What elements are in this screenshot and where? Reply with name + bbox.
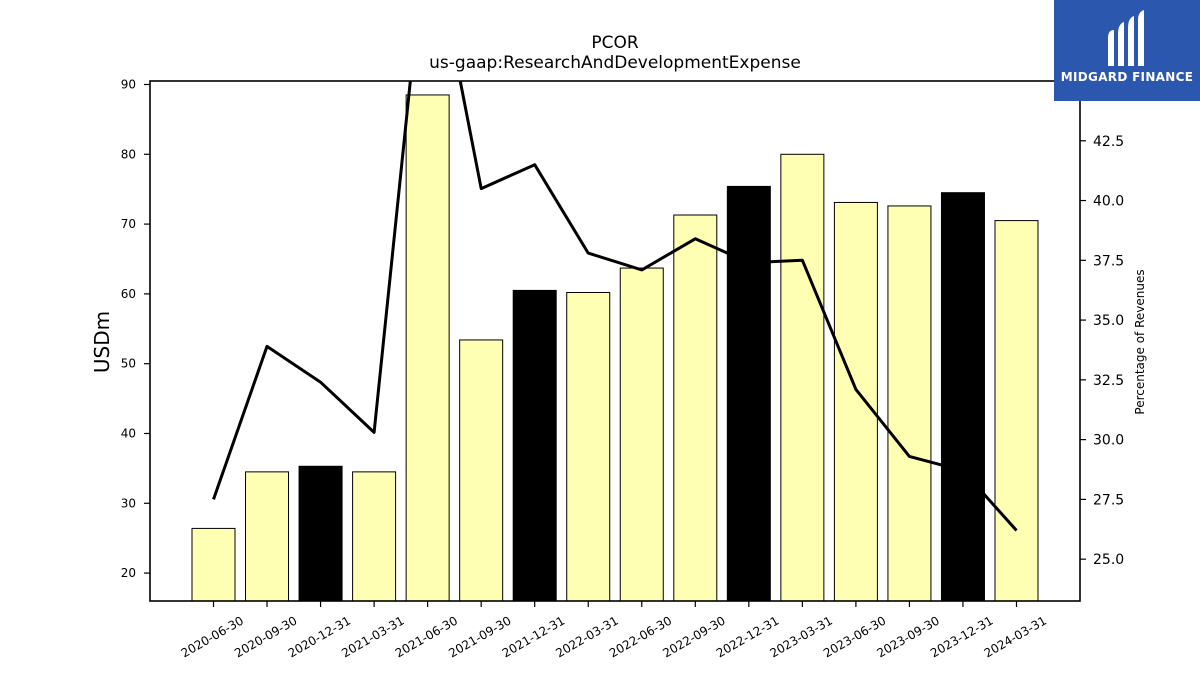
y2-tick-label: 25.0 — [1093, 552, 1124, 568]
y-tick-label: 40 — [121, 426, 136, 440]
chart-subtitle: us-gaap:ResearchAndDevelopmentExpense — [429, 53, 801, 73]
bar-2022-06-30 — [619, 267, 664, 602]
bar-2023-06-30 — [833, 201, 878, 602]
percentage-line — [212, 81, 1018, 532]
bar-2022-12-31 — [726, 185, 771, 602]
y2-tick-label: 30.0 — [1093, 433, 1124, 449]
bar-2022-03-31 — [566, 291, 611, 602]
y-tick-label: 60 — [121, 287, 136, 301]
y2-tick-label: 35.0 — [1093, 313, 1124, 329]
bar-2021-09-30 — [459, 339, 504, 602]
y-tick-label: 50 — [121, 357, 136, 371]
plot-frame — [149, 80, 1081, 602]
bars-group — [191, 94, 1039, 602]
bar-2021-06-30 — [405, 94, 450, 602]
y-axis-label: USDm — [90, 311, 114, 373]
y-tick-label: 70 — [121, 217, 136, 231]
bar-2021-12-31 — [512, 289, 557, 602]
bar-2023-09-30 — [887, 205, 932, 602]
x-ticks: 2020-06-302020-09-302020-12-312021-03-31… — [179, 601, 1049, 660]
y2-axis-label: Percentage of Revenues — [1133, 269, 1147, 414]
y-tick-label: 90 — [121, 77, 136, 91]
y2-tick-label: 40.0 — [1093, 194, 1124, 210]
bar-2020-12-31 — [298, 465, 343, 602]
bar-2024-03-31 — [994, 220, 1039, 602]
y-tick-label: 20 — [121, 566, 136, 580]
midgard-logo-icon — [1108, 10, 1144, 66]
bar-2020-06-30 — [191, 527, 236, 602]
bar-2021-03-31 — [352, 471, 397, 602]
chart-title: PCOR — [591, 33, 639, 53]
y2-tick-label: 37.5 — [1093, 253, 1124, 269]
y-ticks: 20 30 40 50 60 70 80 90 — [121, 77, 150, 580]
y-tick-label: 30 — [121, 496, 136, 510]
y-tick-label: 80 — [121, 147, 136, 161]
logo-text: MIDGARD FINANCE — [1060, 70, 1194, 84]
bar-2020-09-30 — [245, 471, 290, 602]
bar-2023-12-31 — [940, 192, 985, 602]
y2-tick-label: 32.5 — [1093, 373, 1124, 389]
y2-ticks: 25.0 27.5 30.0 32.5 35.0 37.5 40.0 42.5 — [1080, 134, 1124, 568]
midgard-finance-logo: MIDGARD FINANCE — [1054, 0, 1200, 101]
y2-tick-label: 27.5 — [1093, 492, 1124, 508]
bar-2023-03-31 — [780, 153, 825, 602]
bar-2022-09-30 — [673, 214, 718, 602]
y2-tick-label: 42.5 — [1093, 134, 1124, 150]
